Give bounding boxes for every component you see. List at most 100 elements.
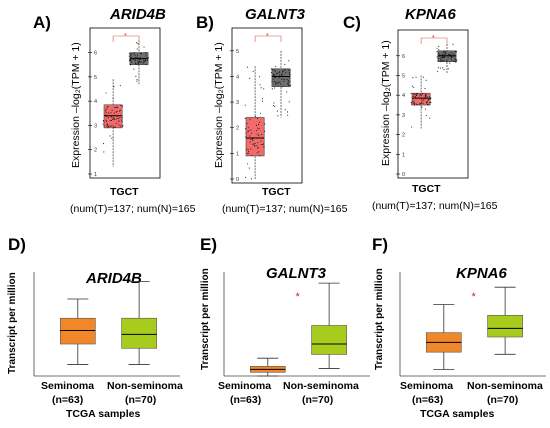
significance-bracket <box>112 35 140 42</box>
data-point <box>281 75 283 77</box>
data-point <box>130 64 132 66</box>
data-point <box>436 51 438 53</box>
y-tick-label: 0 <box>402 172 405 178</box>
data-point <box>105 111 107 113</box>
data-point <box>274 74 276 76</box>
y-tick-label: 5 <box>402 73 405 79</box>
data-point <box>109 135 111 137</box>
data-point <box>102 123 104 125</box>
data-point <box>452 55 454 57</box>
data-point <box>128 55 130 57</box>
data-point <box>137 56 139 58</box>
data-point <box>410 92 412 94</box>
data-point <box>111 118 113 120</box>
data-point <box>422 93 424 95</box>
significance-star: * <box>295 291 300 303</box>
data-point <box>444 56 446 58</box>
data-point <box>258 151 260 153</box>
data-point <box>129 56 131 58</box>
data-point <box>113 117 115 119</box>
sample-counts: (num(T)=137; num(N)=165 <box>222 203 348 215</box>
data-point <box>413 86 415 88</box>
y-tick-label: 3 <box>402 113 405 119</box>
data-point <box>102 120 105 122</box>
data-point <box>415 76 417 78</box>
data-point <box>130 54 132 56</box>
data-point <box>132 59 135 61</box>
data-point <box>447 68 449 70</box>
data-point <box>450 57 452 59</box>
data-point <box>129 57 131 59</box>
data-point <box>134 55 136 57</box>
category-count: (n=63) <box>230 394 262 406</box>
data-point <box>141 61 143 63</box>
data-point <box>421 106 423 108</box>
data-point <box>114 107 116 109</box>
data-point <box>246 163 249 165</box>
data-point <box>137 43 139 45</box>
y-axis-label: Expression –log₂(TPM + 1) <box>380 40 392 166</box>
data-point <box>120 104 122 107</box>
data-point <box>288 85 290 87</box>
data-point <box>283 78 285 81</box>
plot-frame <box>89 27 161 179</box>
data-point <box>443 50 445 52</box>
data-point <box>110 119 113 122</box>
data-point <box>272 105 275 107</box>
y-tick-label: 6 <box>402 54 405 60</box>
y-tick-label: 4 <box>402 93 405 99</box>
category-count: (n=63) <box>412 394 444 406</box>
data-point <box>114 119 116 121</box>
significance-star: * <box>124 33 127 40</box>
data-point <box>263 146 265 148</box>
data-point <box>437 71 439 73</box>
data-point <box>258 134 260 136</box>
data-point <box>410 102 412 104</box>
data-point <box>272 73 274 75</box>
data-point <box>105 119 107 121</box>
data-point <box>451 56 453 58</box>
data-point <box>128 53 130 55</box>
y-tick-label: 6 <box>94 51 97 57</box>
data-point <box>422 76 425 78</box>
data-point <box>287 80 289 82</box>
data-point <box>252 70 254 72</box>
data-point <box>449 55 451 57</box>
data-point <box>138 57 141 59</box>
data-point <box>248 167 250 169</box>
data-point <box>413 104 416 106</box>
data-point <box>450 59 452 61</box>
data-point <box>246 123 248 125</box>
data-point <box>245 132 247 134</box>
y-axis-label: Transcript per million <box>200 268 211 370</box>
category-count: (n=70) <box>125 394 157 406</box>
data-point <box>415 103 418 105</box>
data-point <box>137 54 139 56</box>
gene-title: GALNT3 <box>266 265 326 282</box>
y-tick-label: 3 <box>94 123 97 129</box>
data-point <box>118 120 120 122</box>
data-point <box>105 92 107 94</box>
category-label: Non-seminoma <box>283 380 359 392</box>
data-point <box>134 57 136 59</box>
data-point <box>287 82 289 84</box>
data-point <box>251 154 253 156</box>
data-point <box>254 115 256 118</box>
data-point <box>273 75 275 77</box>
y-axis-label: Transcript per million <box>374 268 385 370</box>
data-point <box>140 61 142 63</box>
data-point <box>437 60 439 62</box>
data-point <box>442 56 444 58</box>
data-point <box>283 69 285 71</box>
data-point <box>428 99 430 101</box>
data-point <box>454 60 456 62</box>
data-point <box>284 63 286 65</box>
data-point <box>130 58 132 60</box>
data-point <box>144 59 147 61</box>
data-point <box>442 54 444 56</box>
data-point <box>133 68 135 70</box>
data-point <box>438 53 440 55</box>
data-point <box>136 42 138 44</box>
data-point <box>111 137 113 139</box>
data-point <box>438 54 440 56</box>
